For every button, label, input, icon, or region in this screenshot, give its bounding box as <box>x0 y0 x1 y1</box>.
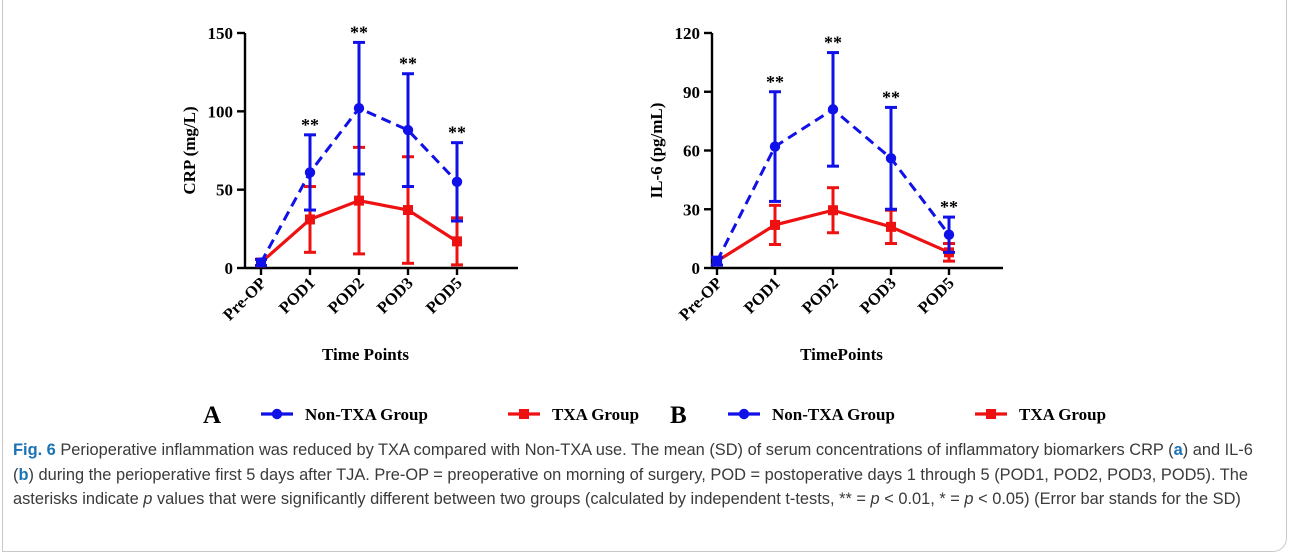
panel-label: A <box>203 402 221 429</box>
x-tick-label: POD2 <box>324 273 368 317</box>
significance-annotation: ** <box>940 197 958 217</box>
chart-panel-b: 0 30 60 90 120 Pre-OP POD1 POD2 POD3 POD5 IL-6 (pg… <box>647 24 1106 429</box>
y-tick-label: 0 <box>692 259 701 278</box>
y-tick-label: 50 <box>216 181 233 200</box>
legend-item-txa: TXA Group <box>508 405 639 424</box>
legend-label: TXA Group <box>1019 405 1106 424</box>
caption-p-1: p <box>143 490 153 508</box>
series-non-txa <box>255 40 463 268</box>
legend-item-txa: TXA Group <box>975 405 1106 424</box>
legend-label: Non-TXA Group <box>305 405 428 424</box>
data-point <box>827 104 839 115</box>
legend-item-non-txa: Non-TXA Group <box>261 405 428 424</box>
x-tick-label: POD5 <box>422 273 466 317</box>
data-point <box>886 221 896 232</box>
data-point <box>305 214 315 225</box>
data-point <box>770 219 780 230</box>
legend-label: Non-TXA Group <box>772 405 895 424</box>
panel-label: B <box>670 402 687 429</box>
y-tick-label: 100 <box>208 102 234 121</box>
data-point <box>711 255 723 267</box>
data-point <box>451 176 463 188</box>
x-tick-label: POD1 <box>275 273 319 317</box>
x-tick-label: POD1 <box>740 273 784 317</box>
caption-letter-a: a <box>1173 441 1183 459</box>
legend-marker <box>738 408 750 420</box>
x-tick-label: POD5 <box>914 273 958 317</box>
x-axis-title: Time Points <box>322 345 409 364</box>
caption-text-6: < 0.05) (Error bar stands for the SD) <box>973 490 1241 508</box>
legend-marker <box>519 409 529 419</box>
significance-annotation: ** <box>399 54 417 74</box>
data-point <box>255 257 267 268</box>
x-tick-label: Pre-OP <box>219 273 270 324</box>
caption-text-3: ) during the perioperative first 5 days … <box>13 465 1249 509</box>
chart-panel-a: 0 50 100 150 Pre-OP POD1 POD2 POD3 POD5 CRP (mg/L… <box>180 22 639 429</box>
y-axis-title: CRP (mg/L) <box>180 106 199 194</box>
caption-label: Fig. 6 <box>13 441 56 459</box>
significance-annotation: ** <box>824 33 842 53</box>
y-tick-label: 150 <box>208 24 234 43</box>
caption-text-5: < 0.01, * = <box>879 490 965 508</box>
significance-annotation: ** <box>448 123 466 143</box>
x-tick-label: Pre-OP <box>675 273 726 324</box>
significance-annotation: ** <box>882 87 900 107</box>
legend-item-non-txa: Non-TXA Group <box>728 405 895 424</box>
x-tick-label: POD3 <box>373 273 417 317</box>
x-tick-label: POD2 <box>798 273 842 317</box>
significance-annotation: ** <box>766 72 784 92</box>
caption-p-2: p <box>870 490 880 508</box>
caption-text-4: values that were significantly different… <box>152 490 871 508</box>
y-tick-label: 30 <box>683 200 700 219</box>
data-point <box>402 124 414 136</box>
y-tick-label: 90 <box>683 83 700 102</box>
legend: Non-TXA Group TXA Group <box>728 405 1106 424</box>
significance-annotation: ** <box>350 22 368 42</box>
caption-text-1: Perioperative inflammation was reduced b… <box>55 441 1174 459</box>
data-point <box>943 229 955 240</box>
caption-letter-b: b <box>18 465 29 484</box>
data-point <box>452 236 462 247</box>
figure-caption: Fig. 6 Perioperative inflammation was re… <box>13 438 1275 512</box>
data-point <box>828 205 838 216</box>
data-point <box>354 195 364 206</box>
significance-annotation: ** <box>301 115 319 135</box>
series-non-txa <box>711 51 955 267</box>
y-tick-label: 60 <box>683 142 700 161</box>
legend-marker <box>986 409 996 419</box>
data-point <box>403 205 413 216</box>
data-point <box>769 141 781 152</box>
x-tick-label: POD3 <box>856 273 900 317</box>
y-axis-title: IL-6 (pg/mL) <box>647 103 666 199</box>
legend: Non-TXA Group TXA Group <box>261 405 639 424</box>
caption-p-3: p <box>964 490 974 508</box>
y-tick-label: 0 <box>225 259 234 278</box>
caption-text-2: ) and IL-6 ( <box>13 441 1253 484</box>
data-point <box>304 167 316 178</box>
x-axis-title: TimePoints <box>800 345 883 364</box>
data-point <box>885 153 897 164</box>
legend-label: TXA Group <box>552 405 639 424</box>
legend-marker <box>271 408 283 420</box>
data-point <box>353 103 365 114</box>
y-tick-label: 120 <box>675 24 701 43</box>
